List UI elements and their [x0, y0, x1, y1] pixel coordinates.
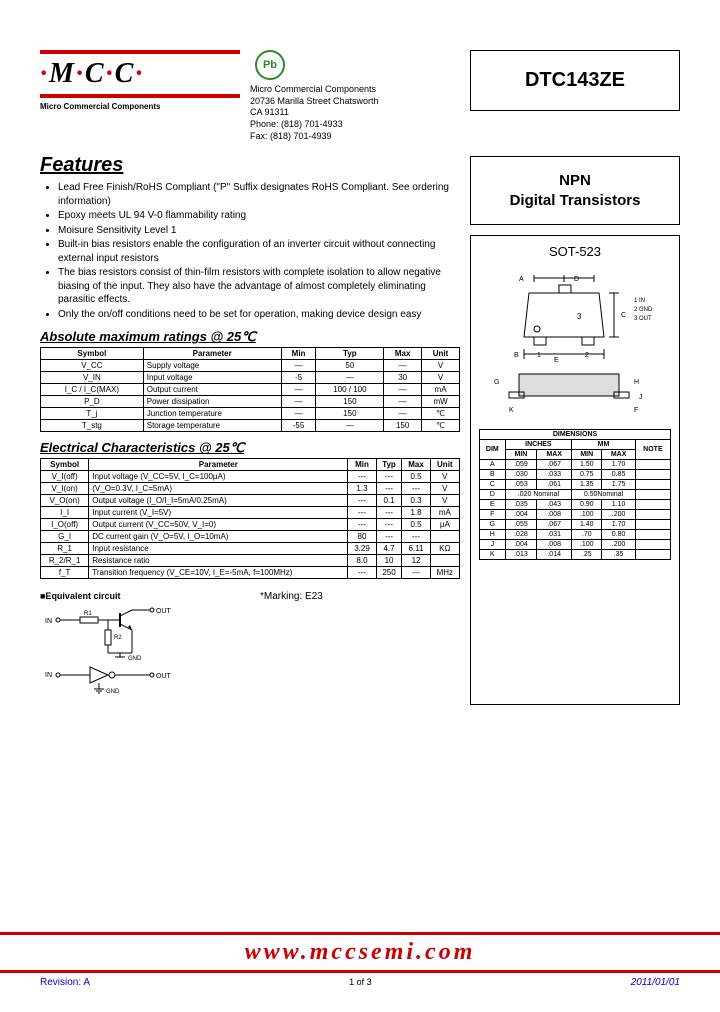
package-top-view-icon: A D 3 1 2 C: [479, 267, 669, 362]
svg-text:B: B: [514, 352, 519, 359]
revision-label: Revision: A: [40, 977, 90, 988]
svg-text:K: K: [509, 407, 514, 414]
svg-text:G: G: [494, 379, 499, 386]
part-number: DTC143ZE: [470, 50, 680, 111]
company-address: Micro Commercial Components 20736 Marill…: [250, 84, 430, 142]
package-name: SOT-523: [479, 244, 671, 259]
page-number: 1 of 3: [349, 977, 372, 988]
logo-subtitle: Micro Commercial Components: [40, 102, 240, 111]
logo-block: ·M·C·C· Micro Commercial Components: [40, 50, 240, 142]
footer-url: www.mccsemi.com: [245, 939, 476, 965]
table-row: I_IInput current (V_I=5V)------1.8mA: [41, 507, 460, 519]
package-side-view-icon: G H J K F: [479, 364, 669, 419]
svg-text:IN: IN: [45, 618, 52, 625]
svg-text:A: A: [519, 276, 524, 283]
eq-circuit-label: ■Equivalent circuit: [40, 591, 460, 601]
date-label: 2011/01/01: [631, 977, 680, 988]
svg-text:D: D: [574, 276, 579, 283]
elec-heading: Electrical Characteristics @ 25℃: [40, 440, 460, 456]
table-row: R_1Input resistance3.294.76.11KΩ: [41, 543, 460, 555]
abs-max-table: SymbolParameterMinTypMaxUnit V_CCSupply …: [40, 347, 460, 432]
features-heading: Features: [40, 154, 460, 177]
svg-text:2: 2: [585, 352, 589, 359]
table-row: V_CCSupply voltage—50—V: [41, 360, 460, 372]
svg-text:C: C: [621, 312, 626, 319]
table-row: V_I(off)Input voltage (V_CC=5V, I_C=100μ…: [41, 471, 460, 483]
table-row: T_stgStorage temperature-55—150℃: [41, 420, 460, 432]
abs-heading: Absolute maximum ratings @ 25℃: [40, 329, 460, 345]
svg-text:R2: R2: [114, 635, 122, 641]
table-row: V_O(on)Output voltage (I_O/I_I=5mA/0.25m…: [41, 495, 460, 507]
package-outline-box: SOT-523 A D 3 1 2: [470, 235, 680, 705]
marking-label: *Marking: E23: [260, 591, 323, 602]
svg-text:J: J: [639, 394, 643, 401]
svg-text:OUT: OUT: [156, 673, 172, 680]
logo-text: ·M·C·C·: [40, 54, 240, 94]
svg-text:H: H: [634, 379, 639, 386]
svg-text:IN: IN: [45, 672, 52, 679]
device-type-box: NPN Digital Transistors: [470, 156, 680, 225]
svg-text:GND: GND: [106, 689, 120, 695]
svg-text:3 OUT: 3 OUT: [634, 316, 652, 322]
features-list: Lead Free Finish/RoHS Compliant ("P" Suf…: [58, 181, 460, 321]
table-row: I_C / I_C(MAX)Output current—100 / 100—m…: [41, 384, 460, 396]
table-row: I_O(off)Output current (V_CC=50V, V_I=0)…: [41, 519, 460, 531]
equivalent-circuit-diagram: IN R1 R2: [40, 605, 220, 695]
svg-text:3: 3: [577, 312, 582, 321]
table-row: R_2/R_1Resistance ratio8.01012: [41, 555, 460, 567]
svg-text:F: F: [634, 407, 638, 414]
svg-text:1 IN: 1 IN: [634, 298, 645, 304]
dimensions-table: DIMENSIONS DIMINCHESMMNOTE MINMAXMINMAX …: [479, 429, 671, 560]
svg-text:E: E: [554, 357, 559, 362]
elec-char-table: SymbolParameterMinTypMaxUnit V_I(off)Inp…: [40, 458, 460, 579]
table-row: G_IDC current gain (V_O=5V, I_O=10mA)80-…: [41, 531, 460, 543]
table-row: V_I(on)(V_O=0.3V, I_C=5mA)1.3------V: [41, 483, 460, 495]
svg-text:GND: GND: [128, 656, 142, 662]
pb-free-icon: Pb: [255, 50, 285, 80]
svg-text:OUT: OUT: [156, 608, 172, 615]
svg-text:1: 1: [537, 352, 541, 359]
svg-text:R1: R1: [84, 611, 92, 617]
table-row: P_DPower dissipation—150—mW: [41, 396, 460, 408]
table-row: f_TTransition frequency (V_CE=10V, I_E=-…: [41, 567, 460, 579]
table-row: V_INInput voltage-5—30V: [41, 372, 460, 384]
table-row: T_jJunction temperature—150—℃: [41, 408, 460, 420]
svg-text:2 GND: 2 GND: [634, 307, 653, 313]
